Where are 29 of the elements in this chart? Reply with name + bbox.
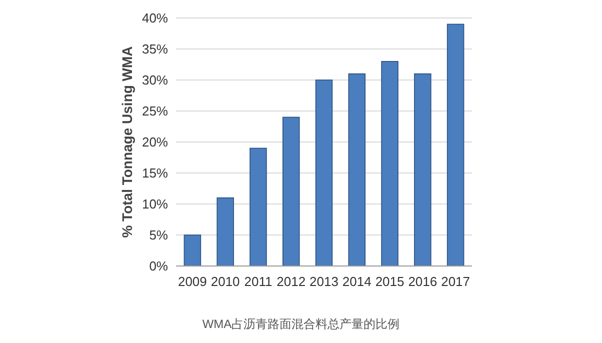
y-tick-label: 40% xyxy=(142,10,168,26)
bar xyxy=(184,234,202,266)
text: WMA占沥青路面混合料总产量的比例 xyxy=(202,317,400,331)
bar xyxy=(315,80,333,266)
bar xyxy=(250,148,267,266)
x-tick-label: 2016 xyxy=(408,274,438,289)
y-tick-label: 30% xyxy=(142,72,168,88)
x-tick-label: 2015 xyxy=(375,274,404,289)
y-tick-label: 35% xyxy=(142,42,168,56)
y-tick-label: 5% xyxy=(149,228,168,242)
y-axis-title: % Total Tonnage Using WMA xyxy=(119,46,135,238)
bar xyxy=(216,197,234,266)
bar xyxy=(414,73,432,266)
y-tick-label: 10% xyxy=(142,196,168,212)
x-tick-label: 2012 xyxy=(276,274,306,289)
y-tick-label: 0% xyxy=(149,258,168,274)
bar xyxy=(282,116,300,266)
y-tick-label: 20% xyxy=(142,134,168,150)
y-tick-label: 15% xyxy=(142,166,168,180)
x-tick-label: 2014 xyxy=(342,274,372,289)
x-tick-label: 2010 xyxy=(210,274,240,289)
bar xyxy=(348,73,366,266)
bar xyxy=(381,61,398,266)
x-tick-label: 2011 xyxy=(244,274,272,289)
x-tick-label: 2013 xyxy=(310,274,338,289)
bar xyxy=(446,24,464,266)
y-tick-label: 25% xyxy=(142,104,168,118)
x-tick-label: 2009 xyxy=(178,274,207,289)
x-tick-label: 2017 xyxy=(441,274,470,289)
